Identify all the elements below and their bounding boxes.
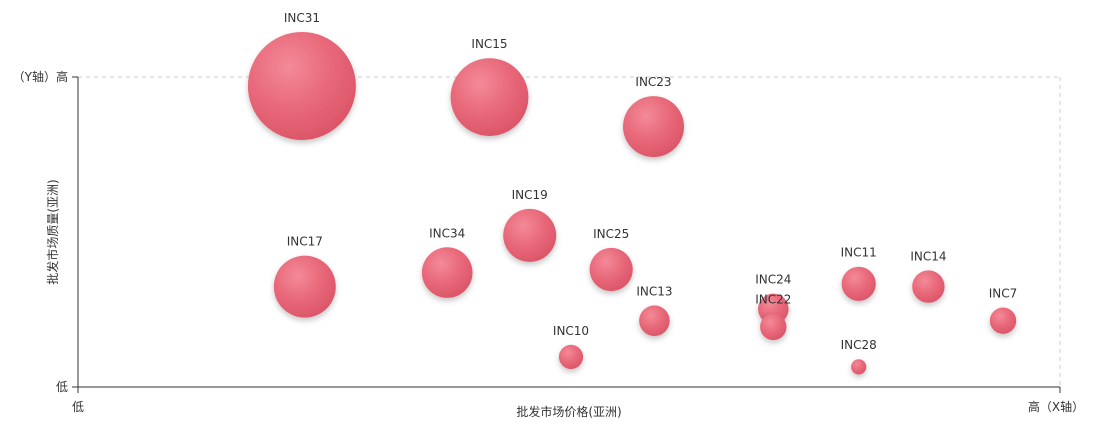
bubble-inc34[interactable]: [421, 247, 473, 298]
bubble-inc10[interactable]: [558, 344, 584, 369]
bubble-inc11[interactable]: [841, 266, 876, 301]
bubbles-layer: INC31 INC15 INC23 INC17 INC34 INC19 INC25 INC13…: [247, 11, 1018, 375]
bubble-inc28[interactable]: [851, 359, 867, 375]
bubble-inc14[interactable]: [912, 270, 945, 303]
bubble-label-inc22: INC22: [755, 293, 791, 307]
bubble-inc17[interactable]: [273, 255, 336, 318]
bubble-inc19[interactable]: [503, 208, 557, 262]
bubble-label-inc17: INC17: [287, 235, 323, 249]
bubble-label-inc14: INC14: [910, 249, 946, 263]
bubble-inc13[interactable]: [639, 305, 670, 337]
bubble-label-inc24: INC24: [755, 273, 791, 287]
bubble-label-inc7: INC7: [989, 286, 1018, 300]
bubble-inc15[interactable]: [450, 58, 529, 136]
x-high-label: 高（X轴）: [1028, 399, 1084, 414]
bubble-label-inc10: INC10: [553, 324, 589, 338]
bubble-inc23[interactable]: [623, 96, 684, 158]
bubble-label-inc13: INC13: [636, 284, 672, 298]
y-axis-title: 批发市场质量(亚洲): [45, 179, 60, 284]
bubble-label-inc15: INC15: [471, 37, 507, 51]
bubble-inc25[interactable]: [589, 247, 633, 292]
bubble-label-inc31: INC31: [284, 11, 320, 25]
bubble-inc22[interactable]: [760, 313, 787, 341]
y-low-label: 低: [56, 380, 68, 394]
bubble-label-inc28: INC28: [841, 338, 877, 352]
x-axis-title: 批发市场价格(亚洲): [516, 404, 621, 419]
bubble-label-inc25: INC25: [593, 227, 629, 241]
bubble-label-inc23: INC23: [635, 75, 671, 89]
x-low-label: 低: [72, 400, 84, 414]
bubble-label-inc11: INC11: [841, 246, 877, 260]
bubble-label-inc34: INC34: [429, 226, 465, 240]
bubble-inc31[interactable]: [247, 32, 356, 140]
bubble-label-inc19: INC19: [512, 188, 548, 202]
y-high-label: （Y轴）高: [13, 69, 68, 84]
bubble-inc7[interactable]: [989, 307, 1017, 334]
